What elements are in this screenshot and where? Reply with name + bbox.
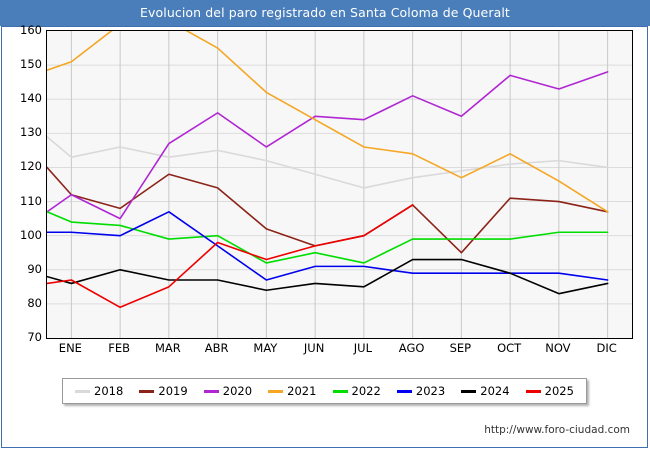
legend-swatch-icon: [332, 389, 348, 393]
legend-item-2023[interactable]: 2023: [396, 384, 446, 398]
legend-swatch-icon: [75, 389, 91, 393]
legend-item-2022[interactable]: 2022: [332, 384, 381, 398]
legend-swatch-icon: [203, 389, 219, 393]
legend-swatch-icon: [525, 389, 541, 393]
legend-item-label: 2020: [222, 384, 253, 398]
x-axis-tick: NOV: [545, 341, 571, 355]
legend-item-label: 2022: [351, 384, 381, 398]
window-title-bar: Evolucion del paro registrado en Santa C…: [0, 0, 650, 26]
y-axis-tick: 110: [20, 193, 42, 208]
y-axis-tick: 150: [20, 57, 42, 72]
y-axis-tick: 90: [27, 261, 42, 276]
legend-item-label: 2018: [94, 384, 124, 398]
x-axis-tick: ENE: [58, 341, 82, 355]
legend-item-2019[interactable]: 2019: [139, 384, 188, 398]
legend-item-label: 2023: [415, 384, 446, 398]
line-chart-svg: [47, 31, 632, 338]
series-line-2020: [47, 71, 609, 220]
y-axis-tick: 120: [20, 159, 42, 174]
x-axis-tick: MAY: [253, 341, 278, 355]
legend-item-2024[interactable]: 2024: [461, 384, 510, 398]
legend-item-label: 2025: [544, 384, 574, 398]
y-axis-tick: 80: [27, 295, 42, 310]
x-axis-labels: ENE FEB MAR ABR MAY JUN JUL AGO SEP OCT NOV DIC: [46, 341, 631, 359]
legend-item-2025[interactable]: 2025: [525, 384, 574, 398]
series-line-2024: [47, 258, 609, 295]
source-url: http://www.foro-ciudad.com: [484, 424, 630, 436]
series-line-2021: [47, 31, 609, 213]
x-axis-tick: SEP: [449, 341, 472, 355]
x-axis-tick: AGO: [398, 341, 425, 355]
chart-legend: 2018 2019 2020 2021 2022 2023 2024 2025: [62, 378, 587, 404]
legend-item-label: 2019: [158, 384, 188, 398]
plot-region: [46, 30, 633, 339]
page-title: Evolucion del paro registrado en Santa C…: [140, 5, 510, 20]
legend-item-2020[interactable]: 2020: [203, 384, 253, 398]
legend-swatch-icon: [139, 389, 155, 393]
legend-swatch-icon: [268, 389, 284, 393]
y-axis-tick: 140: [20, 91, 42, 106]
x-axis-tick: JUL: [353, 341, 372, 355]
x-axis-tick: FEB: [108, 341, 131, 355]
x-axis-tick: ABR: [204, 341, 229, 355]
legend-item-label: 2024: [480, 384, 510, 398]
y-axis-tick: 130: [20, 125, 42, 140]
legend-item-2021[interactable]: 2021: [268, 384, 316, 398]
legend-item-2018[interactable]: 2018: [75, 384, 123, 398]
series-line-2025: [47, 204, 414, 309]
x-axis-tick: MAR: [154, 341, 181, 355]
x-axis-tick: OCT: [497, 341, 522, 355]
series-line-2018: [47, 135, 609, 189]
x-axis-tick: DIC: [596, 341, 617, 355]
y-axis-tick: 70: [27, 330, 42, 344]
y-axis-tick: 160: [20, 23, 42, 37]
series-line-2019: [47, 166, 609, 254]
y-axis-tick: 100: [20, 227, 42, 242]
y-axis-labels: 160 150 140 130 120 110 100 90 80 70: [0, 23, 42, 344]
legend-swatch-icon: [396, 389, 412, 393]
legend-swatch-icon: [461, 389, 477, 393]
legend-item-label: 2021: [287, 384, 317, 398]
x-axis-tick: JUN: [303, 341, 325, 355]
series-line-2022: [47, 210, 609, 264]
chart-area: 160 150 140 130 120 110 100 90 80 70 ENE FEB MAR ABR…: [0, 23, 633, 359]
